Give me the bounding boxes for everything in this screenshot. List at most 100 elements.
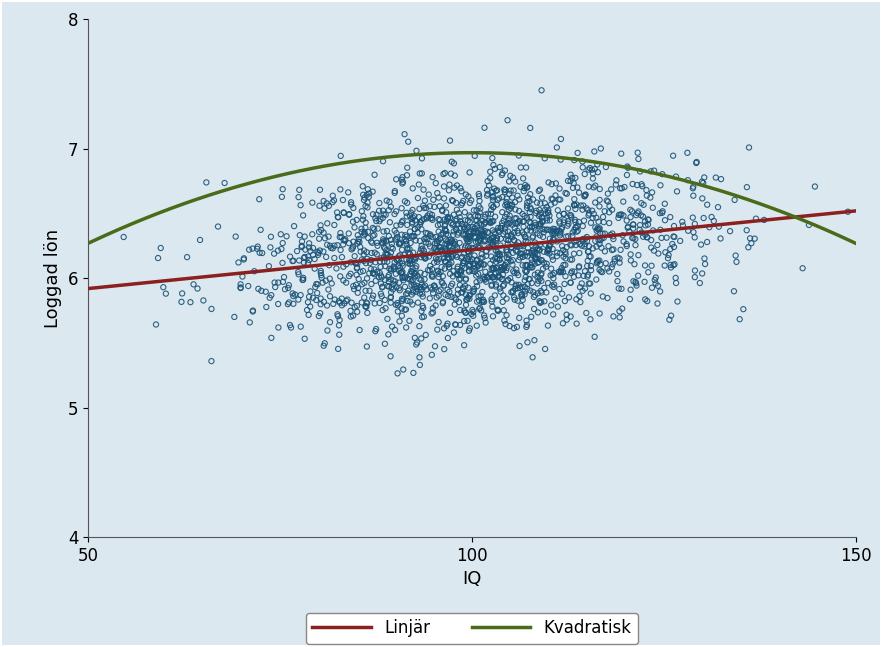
Point xyxy=(536,264,550,274)
Point xyxy=(602,218,617,228)
Point xyxy=(437,169,451,179)
Point xyxy=(427,258,441,268)
Point xyxy=(457,316,471,326)
Point xyxy=(520,337,534,347)
Point xyxy=(290,246,304,256)
Point xyxy=(478,313,492,324)
Point xyxy=(382,205,396,215)
Point xyxy=(450,252,464,262)
Point xyxy=(462,232,476,243)
Point xyxy=(505,201,519,211)
Point xyxy=(502,214,516,225)
Point xyxy=(557,209,571,219)
Point xyxy=(366,186,380,197)
Point xyxy=(302,310,316,320)
Point xyxy=(531,276,545,286)
Point xyxy=(610,252,624,263)
Point xyxy=(417,246,431,256)
Point xyxy=(564,210,579,221)
Point xyxy=(529,220,543,230)
Point xyxy=(486,236,500,246)
Point xyxy=(416,184,430,195)
Point xyxy=(466,266,480,276)
Point xyxy=(489,281,503,292)
Point xyxy=(481,176,495,186)
Point xyxy=(386,275,400,285)
Point xyxy=(241,281,255,291)
Point xyxy=(796,263,810,274)
Point xyxy=(396,294,410,305)
Point xyxy=(511,228,525,238)
Point xyxy=(460,236,475,247)
Point xyxy=(423,241,437,252)
Point xyxy=(644,235,658,245)
Point xyxy=(564,176,578,186)
Point xyxy=(259,302,273,313)
Point xyxy=(541,246,555,256)
Point xyxy=(667,242,681,252)
Point xyxy=(234,283,248,293)
Point xyxy=(473,276,487,286)
Point xyxy=(502,189,516,199)
Point xyxy=(525,254,539,265)
Point xyxy=(504,256,518,267)
Point xyxy=(525,262,539,272)
Point xyxy=(452,219,466,229)
Point xyxy=(519,322,534,332)
Point xyxy=(686,227,700,237)
Point xyxy=(623,226,637,237)
Point xyxy=(336,261,350,272)
Point xyxy=(641,214,655,225)
Point xyxy=(578,266,592,276)
Point xyxy=(500,193,514,204)
Point xyxy=(555,289,569,299)
Point xyxy=(313,245,327,256)
Point xyxy=(601,188,615,199)
Point xyxy=(467,285,481,296)
Point xyxy=(654,180,668,190)
Point xyxy=(417,252,431,262)
Point xyxy=(518,282,532,292)
Point xyxy=(475,274,490,284)
Point xyxy=(475,305,489,316)
Point xyxy=(384,287,398,298)
Point xyxy=(533,184,547,195)
Point xyxy=(436,278,450,289)
Point xyxy=(711,202,725,212)
Point xyxy=(295,236,309,247)
Point xyxy=(564,267,579,277)
Point xyxy=(508,197,522,207)
Point xyxy=(558,188,572,198)
Point xyxy=(655,169,669,179)
Point xyxy=(475,231,490,241)
Point xyxy=(413,236,427,246)
Point xyxy=(539,208,553,219)
Point xyxy=(540,247,554,258)
Point xyxy=(555,223,569,233)
Point xyxy=(405,214,419,224)
Point xyxy=(418,252,432,263)
Point xyxy=(348,302,362,313)
Point xyxy=(318,203,332,214)
Point xyxy=(441,249,455,259)
Point xyxy=(495,170,509,180)
Point xyxy=(408,215,422,226)
Point xyxy=(384,292,398,302)
Point xyxy=(376,234,390,245)
Point xyxy=(502,254,516,264)
Point xyxy=(446,250,460,260)
Point xyxy=(464,256,478,267)
Point xyxy=(471,236,485,247)
Point xyxy=(568,217,582,227)
Point xyxy=(538,344,552,354)
Point xyxy=(488,164,502,174)
Point xyxy=(485,272,499,282)
Point xyxy=(359,302,373,312)
Point xyxy=(441,236,455,247)
Point xyxy=(388,234,402,245)
Point xyxy=(344,311,358,322)
Point xyxy=(462,291,476,301)
Point xyxy=(258,287,273,297)
Point xyxy=(567,248,581,259)
Point xyxy=(507,292,521,303)
